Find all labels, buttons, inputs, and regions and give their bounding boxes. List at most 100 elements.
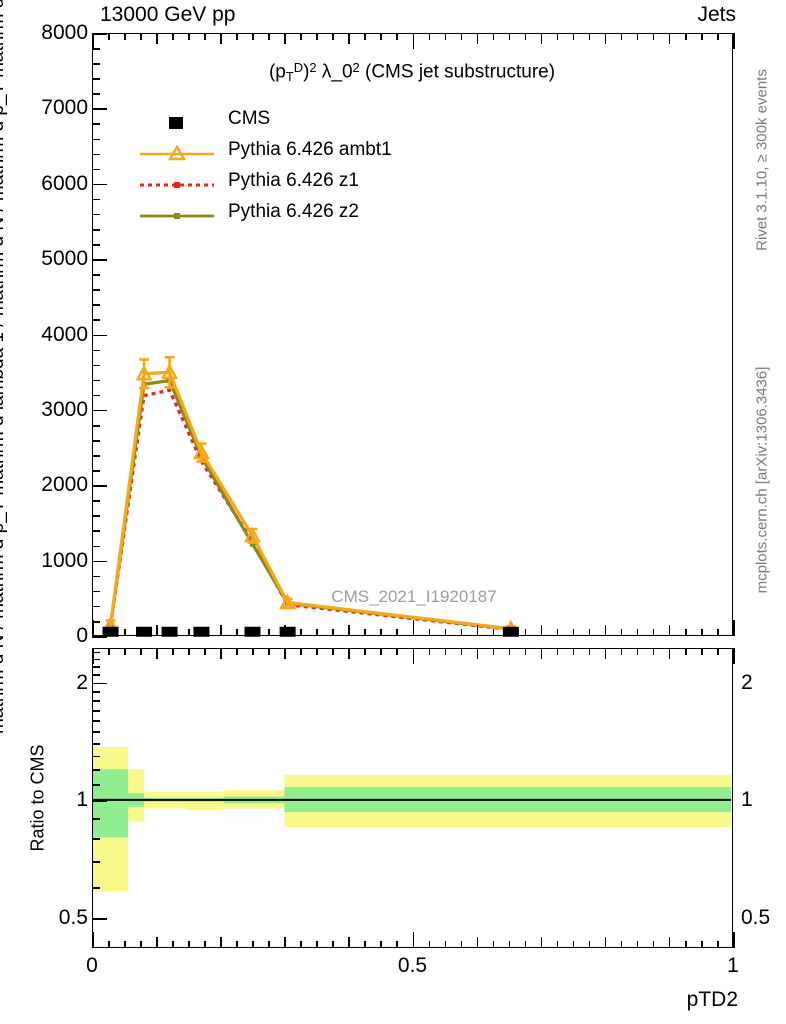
x-tick-label: 0.5 — [397, 954, 428, 977]
x-tick — [380, 941, 383, 948]
x-tick — [620, 648, 623, 655]
ratio-plot-canvas — [93, 746, 731, 892]
y-tick-label: 3000 — [41, 397, 88, 421]
y-minor-tick — [92, 658, 100, 661]
x-tick — [236, 648, 238, 655]
ratio-plot-panel — [92, 648, 733, 948]
x-tick — [220, 33, 222, 44]
y-minor-tick — [92, 244, 100, 246]
x-tick — [380, 648, 383, 655]
x-tick — [252, 629, 254, 636]
x-tick — [188, 629, 190, 636]
ambt1-marker — [243, 526, 262, 543]
x-tick — [92, 932, 94, 948]
x-tick — [188, 33, 190, 40]
cms-data-marker — [279, 626, 296, 637]
x-tick — [236, 33, 238, 40]
x-tick — [188, 648, 190, 655]
beam-energy-label: 13000 GeV pp — [100, 3, 236, 26]
y-minor-tick — [92, 590, 100, 593]
mcplots-reference-caption: mcplots.cern.ch [arXiv:1306.3436] — [753, 366, 771, 594]
x-tick — [412, 648, 415, 664]
x-tick — [380, 629, 383, 636]
x-tick — [492, 629, 495, 636]
x-tick — [140, 648, 142, 655]
y-minor-tick — [92, 349, 100, 352]
ambt1-marker — [279, 593, 297, 610]
x-tick — [460, 629, 463, 636]
y-minor-tick — [92, 470, 100, 472]
y-major-tick — [92, 108, 107, 110]
x-tick — [733, 620, 735, 636]
x-tick — [300, 648, 302, 655]
x-tick — [220, 648, 222, 659]
x-tick — [300, 941, 302, 948]
y-minor-tick — [92, 674, 100, 676]
y-major-tick — [92, 259, 107, 261]
x-tick — [733, 648, 735, 664]
x-tick — [620, 33, 623, 40]
x-tick — [364, 941, 367, 948]
x-tick — [684, 629, 687, 636]
y-minor-tick — [92, 379, 100, 382]
x-tick — [156, 33, 158, 44]
y-minor-tick — [92, 720, 100, 723]
ratio-y-tick-label: 2 — [76, 670, 88, 694]
x-tick — [396, 629, 399, 636]
y-minor-tick — [92, 651, 100, 654]
y-minor-tick — [92, 48, 100, 50]
x-tick — [428, 648, 431, 655]
x-tick — [636, 648, 639, 655]
y-major-tick — [92, 636, 107, 638]
x-tick — [524, 648, 527, 655]
x-tick — [508, 648, 511, 655]
legend-label: Pythia 6.426 z1 — [228, 170, 359, 191]
x-tick — [380, 33, 383, 40]
ratio-y-tick-label-right: 2 — [741, 670, 753, 694]
x-tick — [396, 648, 399, 655]
x-tick — [588, 941, 591, 948]
x-tick — [140, 941, 142, 948]
y-minor-tick — [92, 731, 100, 734]
x-tick — [332, 33, 334, 40]
x-tick — [108, 648, 110, 655]
x-tick — [204, 648, 206, 655]
x-tick — [220, 625, 222, 636]
x-tick — [604, 625, 607, 636]
y-tick-label: 0 — [76, 624, 88, 647]
rivet-version-caption: Rivet 3.1.10, ≥ 300k events — [753, 69, 771, 251]
y-major-tick — [92, 485, 107, 487]
y-minor-tick — [92, 168, 100, 171]
x-tick — [684, 33, 687, 40]
x-tick — [604, 937, 607, 948]
x-tick — [332, 941, 334, 948]
ratio-inner-band — [93, 769, 129, 838]
y-tick-label: 6000 — [41, 171, 88, 195]
x-tick — [316, 629, 318, 636]
x-tick — [636, 33, 639, 40]
y-minor-tick — [92, 769, 100, 771]
x-tick — [364, 33, 367, 40]
y-minor-tick — [92, 784, 100, 786]
x-tick — [652, 33, 655, 40]
x-tick — [588, 33, 591, 40]
main-plot-panel — [92, 33, 733, 637]
x-tick — [476, 937, 479, 948]
ratio-y-tick-label-right: 0.5 — [741, 906, 771, 930]
x-tick — [460, 941, 463, 948]
y-major-tick — [92, 33, 107, 35]
x-tick — [284, 33, 286, 44]
x-tick — [316, 941, 318, 948]
x-tick — [428, 941, 431, 948]
x-tick — [140, 33, 142, 40]
x-tick — [492, 941, 495, 948]
x-tick — [412, 33, 415, 49]
x-tick — [652, 648, 655, 655]
x-tick — [540, 937, 543, 948]
cms-data-marker — [102, 626, 119, 637]
x-tick — [460, 648, 463, 655]
x-tick — [492, 33, 495, 40]
x-tick — [620, 941, 623, 948]
y-minor-tick — [92, 440, 100, 442]
x-tick — [588, 629, 591, 636]
